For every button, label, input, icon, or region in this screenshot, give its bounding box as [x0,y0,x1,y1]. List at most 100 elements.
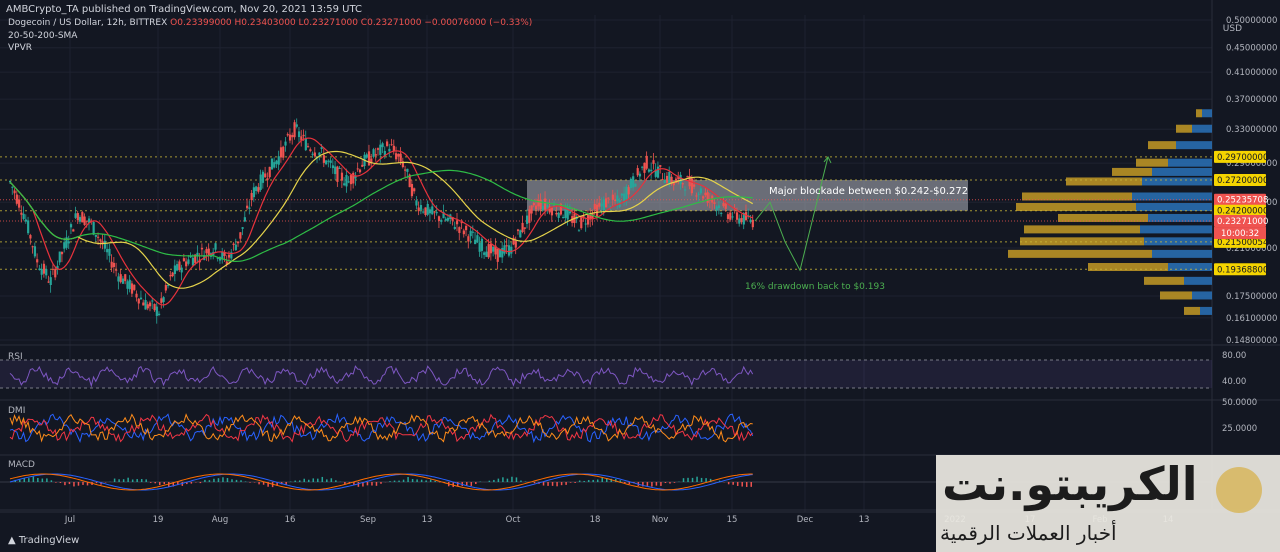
price-level-badge [1214,204,1266,217]
candle [424,207,427,216]
candle [29,235,32,239]
candle [562,216,565,219]
candle [239,232,242,239]
candle [593,203,596,210]
vpvr-bar-down [1066,177,1142,186]
candle [248,207,251,209]
macd-histogram-bar [204,479,206,482]
macd-signal-line [9,473,753,491]
candle [550,207,554,216]
price-level-badge [1214,150,1266,163]
dmi-pane-label[interactable]: DMI [8,406,26,416]
sma-20-line [9,137,753,306]
price-tick: 0.17500000 [1226,292,1277,302]
candle [88,218,91,223]
adx-line [9,413,753,443]
rsi-pane-label[interactable]: RSI [8,352,23,362]
candle [672,182,675,186]
candle [544,198,547,210]
vpvr-bar-up [1184,276,1212,285]
candle [582,216,585,218]
candle [487,244,490,258]
candle [704,192,707,196]
symbol-title[interactable]: Dogecoin / US Dollar, 12h, BITTREX [8,18,168,28]
time-tick: 15 [727,515,738,525]
candle [284,141,287,146]
candle [374,154,377,156]
macd-histogram-bar [244,481,247,482]
price-tick: 0.50000000 [1226,16,1277,26]
macd-histogram-bar [745,482,748,487]
macd-histogram-bar [213,478,215,482]
macd-histogram-bar [420,479,423,482]
macd-histogram-bar [154,482,156,484]
candle [623,193,626,203]
vpvr-bar-down [1112,167,1152,176]
macd-histogram-bar [371,482,373,486]
candle [699,188,703,194]
time-tick: Oct [506,515,521,525]
candle [564,207,567,218]
candle [72,229,75,232]
macd-histogram-bar [64,482,66,486]
candle [507,245,511,256]
candle [679,174,682,185]
macd-histogram-bar [366,482,369,486]
macd-histogram-bar [574,482,576,483]
candle [194,254,197,263]
price-tick: 0.33000000 [1226,125,1277,135]
macd-histogram-bar [709,478,712,482]
vpvr-bar-up [1148,213,1212,222]
candle [297,131,301,138]
candle [54,268,57,278]
candle [58,251,61,263]
macd-histogram-bar [565,482,567,485]
candle [300,136,303,141]
candle [681,183,684,185]
macd-histogram-bar [37,478,39,482]
candle [130,283,134,294]
candle [189,256,192,258]
candle [422,211,425,213]
candle [440,219,443,222]
price-level-label: 0.19368800 [1217,265,1268,275]
macd-histogram-bar [86,482,89,486]
candle [605,198,608,208]
macd-histogram-bar [353,482,355,485]
candle [115,269,118,271]
candle [370,158,373,164]
macd-pane-label[interactable]: MACD [8,460,35,470]
candle [521,222,524,233]
candle [178,261,181,270]
time-tick: Jul [64,515,75,525]
vpvr-legend[interactable]: VPVR [8,43,32,53]
macd-histogram-bar [619,480,622,482]
macd-histogram-bar [262,482,265,485]
candle [485,251,488,257]
macd-histogram-bar [696,476,698,482]
candle [365,154,368,158]
candle [338,168,341,170]
candle [356,168,359,170]
vpvr-bar-up [1168,263,1212,272]
candle [191,257,195,266]
time-tick: 13 [422,515,433,525]
candle [146,304,149,309]
candle [383,150,386,157]
time-tick: Dec [797,515,814,525]
candle [602,199,605,211]
dmi-tick: 25.0000 [1222,424,1257,434]
candle [259,174,262,190]
candle [611,194,614,200]
candle [153,304,156,311]
tradingview-logo[interactable]: ▲ TradingView [8,535,79,546]
candle [442,212,445,219]
candle [31,246,34,248]
candle [167,285,170,287]
sma-legend[interactable]: 20-50-200-SMA [8,31,78,41]
candle [218,257,222,261]
macd-histogram-bar [669,482,671,484]
candle [684,189,687,191]
price-tick: 0.41000000 [1226,68,1277,78]
